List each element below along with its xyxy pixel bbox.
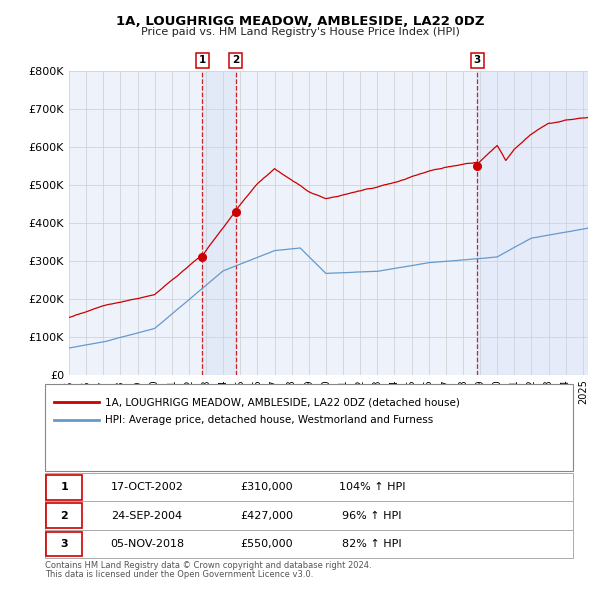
Text: £310,000: £310,000: [241, 483, 293, 492]
Text: This data is licensed under the Open Government Licence v3.0.: This data is licensed under the Open Gov…: [45, 571, 313, 579]
Text: 1: 1: [199, 55, 206, 65]
Text: 104% ↑ HPI: 104% ↑ HPI: [339, 483, 405, 492]
Text: £427,000: £427,000: [241, 511, 293, 520]
Text: Contains HM Land Registry data © Crown copyright and database right 2024.: Contains HM Land Registry data © Crown c…: [45, 561, 371, 570]
Text: 1: 1: [61, 483, 68, 492]
Text: 2: 2: [232, 55, 239, 65]
Text: 05-NOV-2018: 05-NOV-2018: [110, 539, 184, 549]
Text: HPI: Average price, detached house, Westmorland and Furness: HPI: Average price, detached house, West…: [105, 415, 433, 425]
Text: £550,000: £550,000: [241, 539, 293, 549]
Text: 1A, LOUGHRIGG MEADOW, AMBLESIDE, LA22 0DZ: 1A, LOUGHRIGG MEADOW, AMBLESIDE, LA22 0D…: [116, 15, 484, 28]
Text: 2: 2: [61, 511, 68, 520]
Text: 96% ↑ HPI: 96% ↑ HPI: [342, 511, 402, 520]
Text: Price paid vs. HM Land Registry's House Price Index (HPI): Price paid vs. HM Land Registry's House …: [140, 27, 460, 37]
Text: 1A, LOUGHRIGG MEADOW, AMBLESIDE, LA22 0DZ (detached house): 1A, LOUGHRIGG MEADOW, AMBLESIDE, LA22 0D…: [105, 398, 460, 407]
Bar: [202, 71, 236, 375]
Text: 82% ↑ HPI: 82% ↑ HPI: [342, 539, 402, 549]
Text: 3: 3: [474, 55, 481, 65]
Text: 24-SEP-2004: 24-SEP-2004: [112, 511, 182, 520]
Text: 3: 3: [61, 539, 68, 549]
Bar: [478, 71, 588, 375]
Text: 17-OCT-2002: 17-OCT-2002: [110, 483, 184, 492]
